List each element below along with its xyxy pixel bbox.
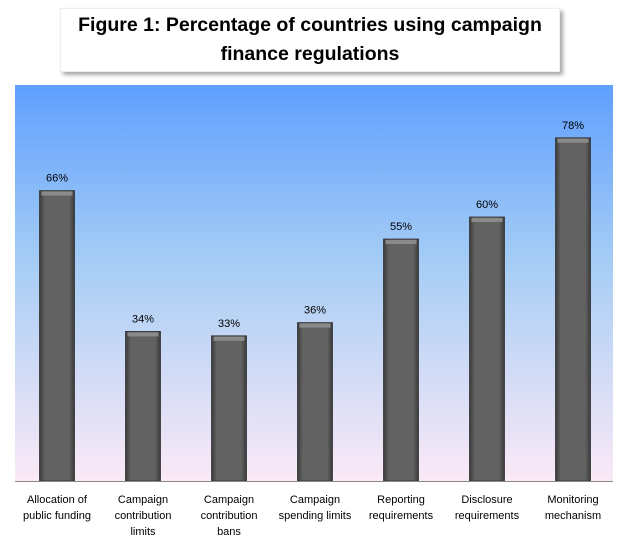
category-label-line: Monitoring	[547, 494, 598, 506]
data-label: 60%	[476, 199, 498, 211]
chart-title: Figure 1: Percentage of countries using …	[78, 14, 542, 65]
category-label-line: contribution	[115, 510, 172, 522]
category-label-line: requirements	[455, 510, 520, 522]
category-label: Disclosure requirements	[455, 494, 520, 522]
category-label: Campaign spending limits	[279, 494, 352, 522]
category-label-line: limits	[130, 526, 156, 538]
bar-bevel	[471, 218, 503, 222]
data-label: 33%	[218, 318, 240, 330]
bar-bevel	[127, 332, 159, 337]
category-label-line: Campaign	[290, 494, 340, 506]
category-label: Campaign contribution bans	[201, 494, 258, 538]
data-label: 55%	[390, 221, 412, 233]
bar	[383, 238, 419, 482]
category-label-line: Allocation of	[27, 494, 88, 506]
category-label-line: Disclosure	[461, 494, 512, 506]
data-label: 36%	[304, 305, 326, 317]
category-label-line: spending limits	[279, 510, 352, 522]
data-label: 34%	[132, 313, 154, 325]
category-label-line: contribution	[201, 510, 258, 522]
chart-title-box: Figure 1: Percentage of countries using …	[60, 8, 560, 72]
category-label: Monitoring mechanism	[545, 494, 601, 522]
bar	[297, 322, 333, 482]
data-label: 78%	[562, 120, 584, 132]
category-label: Campaign contribution limits	[115, 494, 172, 538]
category-label-line: requirements	[369, 510, 434, 522]
bar	[555, 137, 591, 482]
category-label: Allocation of public funding	[23, 494, 91, 522]
bar	[125, 330, 161, 482]
category-label: Reporting requirements	[369, 494, 434, 522]
data-label: 66%	[46, 173, 68, 185]
category-label-line: Campaign	[118, 494, 168, 506]
category-label-line: bans	[217, 526, 241, 538]
category-label-line: Reporting	[377, 494, 425, 506]
bar	[211, 335, 247, 482]
bar	[39, 190, 75, 482]
bar-bevel	[557, 138, 589, 143]
bar-bevel	[385, 240, 417, 244]
bar-bevel	[41, 191, 73, 196]
bar	[469, 216, 505, 482]
bar-bevel	[299, 323, 331, 328]
category-label-line: public funding	[23, 510, 91, 522]
bar-bevel	[213, 336, 245, 341]
category-label-line: Campaign	[204, 494, 254, 506]
category-label-line: mechanism	[545, 510, 601, 522]
